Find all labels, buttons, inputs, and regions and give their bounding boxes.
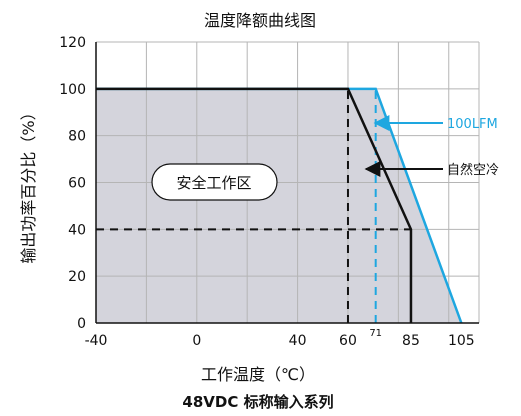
y-axis-title: 输出功率百分比（%） — [19, 104, 38, 263]
safe-area-label-box — [151, 163, 278, 201]
legend-100lfm: 100LFM — [447, 117, 498, 132]
y-tick-label: 80 — [68, 129, 86, 145]
x-tick-label: 0 — [192, 333, 201, 349]
y-tick-label: 100 — [59, 82, 86, 98]
x-tick-label: 60 — [339, 333, 357, 349]
y-tick-label: 120 — [59, 35, 86, 51]
chart-caption: 48VDC 标称输入系列 — [182, 393, 333, 411]
x-tick-label: 40 — [289, 333, 307, 349]
safe-area-label: 安全工作区 — [176, 174, 251, 192]
series-line-natural-convection — [96, 87, 413, 323]
x-tick-label: 71 — [369, 328, 382, 339]
y-tick-label: 40 — [68, 222, 86, 238]
legend-natural-convection: 自然空冷 — [447, 162, 499, 178]
y-tick-label: 20 — [68, 269, 86, 285]
y-tick-label: 0 — [77, 316, 86, 332]
x-tick-label: -40 — [85, 333, 108, 349]
x-tick-label: 85 — [402, 333, 420, 349]
safe-operating-area — [96, 88, 462, 323]
chart-title: 温度降额曲线图 — [204, 11, 316, 30]
x-axis-title: 工作温度（℃） — [201, 365, 315, 384]
x-tick-label: 105 — [448, 333, 475, 349]
y-tick-label: 60 — [68, 176, 86, 192]
